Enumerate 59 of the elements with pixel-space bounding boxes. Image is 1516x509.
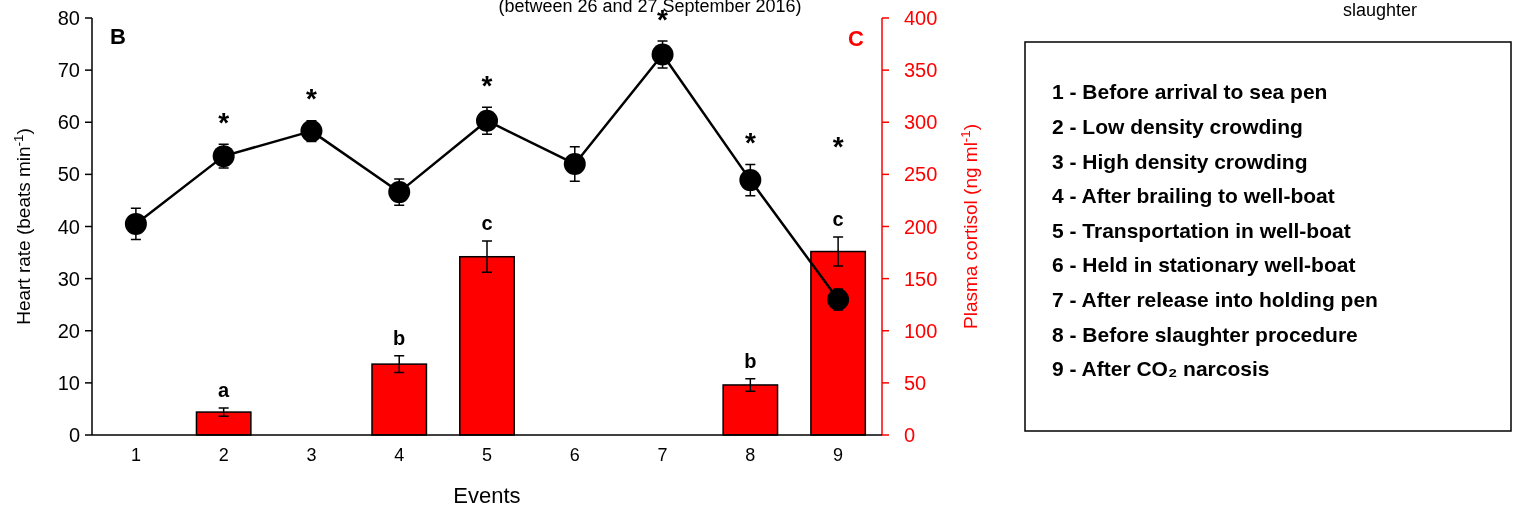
y-tick-label: 70 [57, 59, 80, 82]
y-tick-label: 10 [57, 371, 80, 394]
annotation: C [848, 25, 864, 51]
text: 6 - Held in stationary well-boat [1052, 253, 1356, 277]
point [212, 145, 235, 168]
x-tick-label: 3 [306, 445, 317, 465]
y-tick-label: 20 [57, 319, 80, 342]
annotation: * [744, 127, 756, 159]
y2-tick-label: 250 [904, 163, 938, 186]
y-tick-label: 60 [57, 111, 80, 134]
x-tick-label: 1 [130, 445, 141, 465]
text: 3 - High density crowding [1052, 149, 1308, 173]
y2-tick-label: 100 [904, 319, 938, 342]
annotation: a [218, 378, 231, 401]
point [124, 212, 147, 235]
x-tick-label: 2 [218, 445, 229, 465]
text: 9 - After CO₂ narcosis [1052, 357, 1270, 381]
x-tick-label: 5 [481, 445, 493, 465]
text: 8 - Before slaughter procedure [1052, 322, 1358, 346]
point [651, 43, 674, 66]
annotation: c [481, 212, 493, 235]
annotation: * [305, 83, 317, 115]
text: 1 - Before arrival to sea pen [1052, 80, 1328, 104]
point [563, 152, 586, 175]
point [827, 288, 850, 311]
text: slaughter [1342, 0, 1418, 21]
x-tick-label: 8 [745, 445, 756, 465]
x-tick-label: 6 [569, 445, 580, 465]
text: 5 - Transportation in well-boat [1052, 218, 1351, 242]
y2-tick-label: 300 [904, 111, 938, 134]
annotation: * [832, 130, 844, 162]
x-axis-title: Events [453, 483, 521, 508]
y2-tick-label: 200 [904, 215, 938, 238]
point [476, 109, 498, 132]
y-tick-label: 80 [57, 7, 80, 29]
annotation: c [832, 207, 844, 230]
annotation: b [393, 326, 406, 349]
text: 4 - After brailing to well-boat [1052, 184, 1335, 208]
x-tick-label: 9 [833, 445, 844, 465]
y2-tick-label: 400 [904, 7, 938, 29]
y2-tick-label: 0 [904, 424, 916, 446]
point [739, 169, 762, 192]
x-tick-label: 4 [394, 445, 405, 465]
annotation: * [218, 106, 230, 138]
y-tick-label: 0 [68, 424, 80, 446]
y2-tick-label: 50 [904, 371, 927, 394]
y-tick-label: 40 [57, 215, 80, 238]
annotation: b [744, 349, 757, 372]
y2-tick-label: 150 [904, 267, 938, 290]
x-tick-label: 7 [657, 445, 668, 465]
annotation: * [481, 69, 493, 101]
text: 7 - After release into holding pen [1052, 287, 1378, 311]
y-tick-label: 30 [57, 267, 80, 290]
point [300, 120, 323, 143]
text: 2 - Low density crowding [1052, 114, 1303, 138]
y2-tick-label: 350 [904, 59, 938, 82]
y-tick-label: 50 [57, 163, 80, 186]
annotation: B [110, 23, 126, 49]
point [388, 181, 411, 204]
